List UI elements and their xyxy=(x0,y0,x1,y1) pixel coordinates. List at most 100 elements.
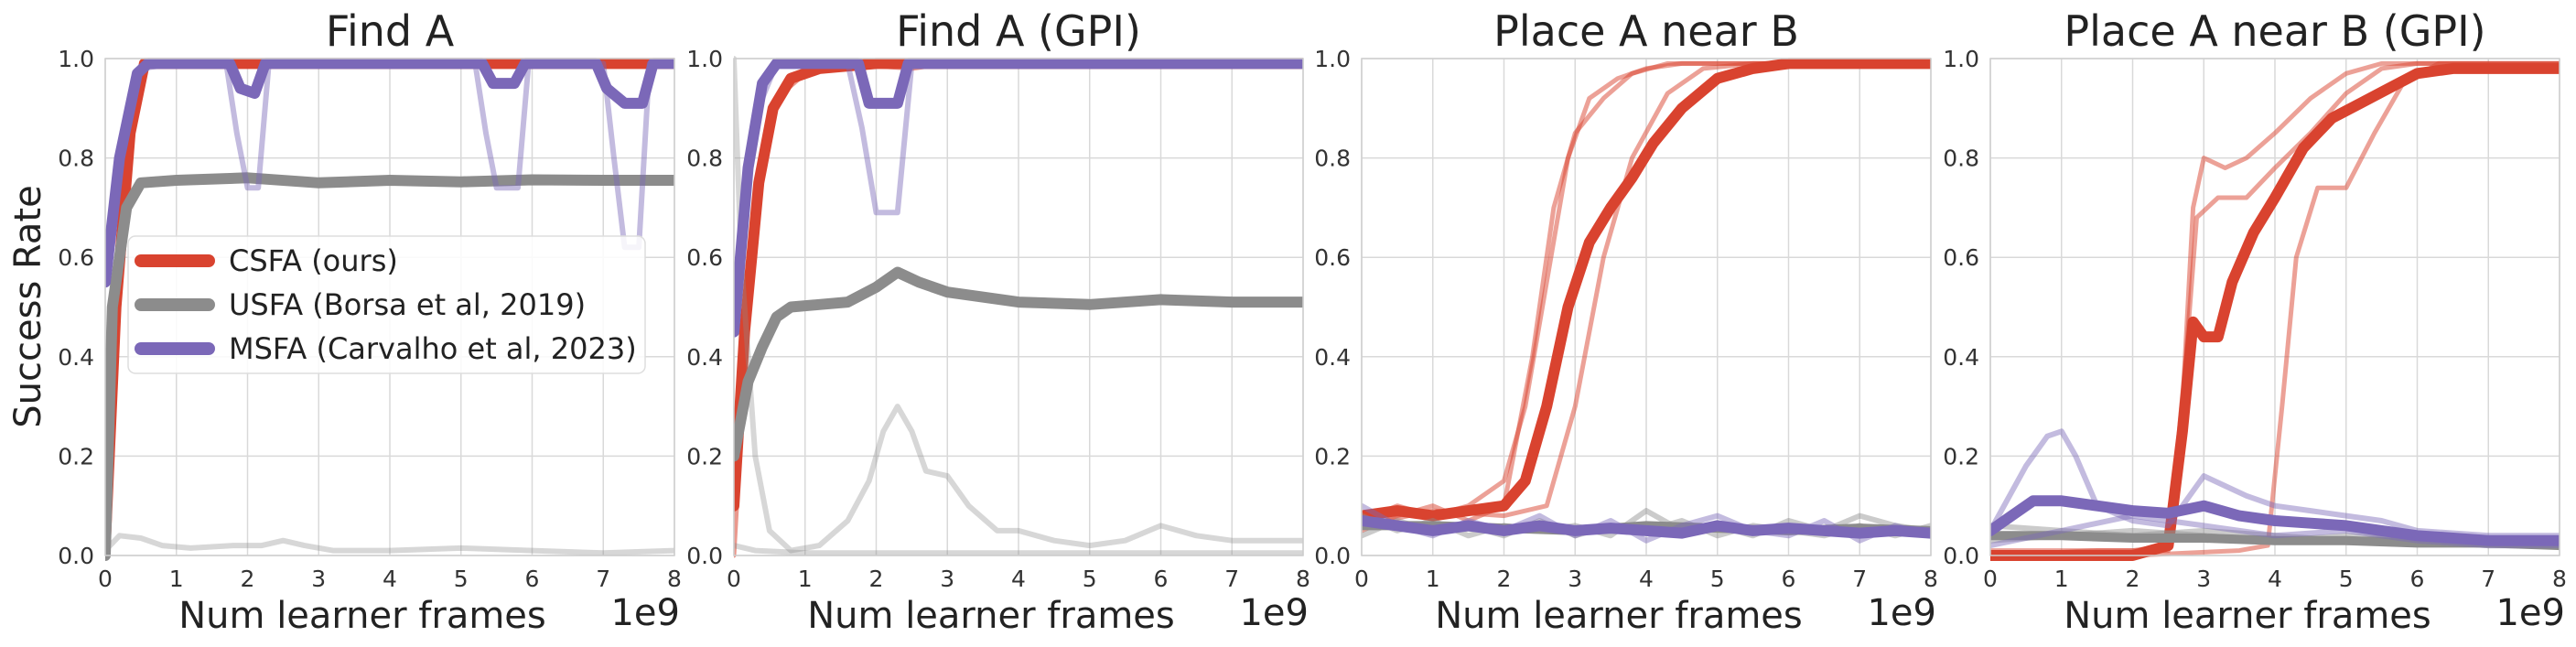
y-tick-label: 1.0 xyxy=(686,46,723,72)
x-tick-label: 5 xyxy=(1083,566,1097,592)
series-line xyxy=(734,58,1303,338)
y-tick-label: 0.2 xyxy=(1943,443,1979,469)
y-tick-label: 0.4 xyxy=(1943,344,1979,371)
plot-frame xyxy=(104,58,675,556)
series-group xyxy=(1990,60,2560,561)
series-line xyxy=(1362,58,1931,522)
series-line xyxy=(1990,62,2560,561)
x-tick-label: 3 xyxy=(1568,566,1582,592)
panel-title: Find A (GPI) xyxy=(896,6,1141,56)
series-line xyxy=(1362,60,1931,534)
series-group xyxy=(105,58,674,561)
series-line xyxy=(734,266,1303,462)
panel-title: Place A near B xyxy=(1493,6,1799,56)
x-tick-label: 5 xyxy=(454,566,469,592)
x-tick-label: 2 xyxy=(869,566,884,592)
x-tick-label: 1 xyxy=(798,566,813,592)
x-tick-label: 0 xyxy=(1983,566,1998,592)
y-tick-label: 0.0 xyxy=(686,543,723,569)
x-tick-label: 6 xyxy=(1154,566,1169,592)
y-tick-label: 1.0 xyxy=(1943,46,1979,72)
plot-frame xyxy=(1361,58,1932,556)
x-tick-label: 4 xyxy=(1639,566,1654,592)
x-tick-label: 0 xyxy=(1354,566,1369,592)
plot-frame xyxy=(733,58,1304,556)
x-tick-label: 4 xyxy=(2268,566,2282,592)
plot-frame xyxy=(1989,58,2560,556)
panel-3: 0 1 2 3 4 5 6 7 8 0.0 0.2 0.4 0.6 0.8 1.0 Place A near … xyxy=(1314,6,1938,637)
y-tick-label: 0.2 xyxy=(1314,443,1351,469)
panel-title: Place A near B (GPI) xyxy=(2064,6,2485,56)
x-tick-label: 2 xyxy=(241,566,255,592)
x-tick-label: 8 xyxy=(1924,566,1938,592)
x-axis-multiplier: 1e9 xyxy=(2495,592,2565,634)
legend-label: CSFA (ours) xyxy=(229,243,398,278)
series-group xyxy=(734,56,1303,558)
x-tick-label: 8 xyxy=(667,566,682,592)
series-line xyxy=(734,58,1303,512)
x-tick-label: 6 xyxy=(2410,566,2425,592)
x-tick-label: 6 xyxy=(1782,566,1796,592)
series-line xyxy=(1990,428,2560,539)
x-tick-label: 7 xyxy=(1852,566,1867,592)
y-tick-label: 0.4 xyxy=(686,344,723,371)
x-axis-multiplier: 1e9 xyxy=(1239,592,1309,634)
y-tick-label: 0.8 xyxy=(686,146,723,172)
series-line xyxy=(1990,495,2560,546)
y-tick-label: 1.0 xyxy=(1314,46,1351,72)
y-axis-label: Success Rate xyxy=(7,185,49,427)
x-axis-label: Num learner frames xyxy=(1435,595,1803,637)
x-tick-label: 8 xyxy=(2552,566,2567,592)
x-tick-label: 1 xyxy=(169,566,184,592)
y-tick-label: 0.0 xyxy=(1314,543,1351,569)
x-tick-label: 3 xyxy=(311,566,326,592)
y-tick-label: 0.6 xyxy=(1943,244,1979,271)
y-tick-label: 0.4 xyxy=(58,344,94,371)
panel-title: Find A xyxy=(326,6,455,56)
x-tick-label: 4 xyxy=(383,566,397,592)
y-tick-label: 0.2 xyxy=(686,443,723,469)
x-tick-label: 5 xyxy=(2339,566,2354,592)
x-tick-label: 0 xyxy=(98,566,113,592)
x-tick-label: 3 xyxy=(2196,566,2211,592)
x-tick-label: 2 xyxy=(1497,566,1512,592)
series-group xyxy=(1362,58,1931,544)
series-line xyxy=(1362,515,1931,539)
y-tick-label: 0.0 xyxy=(1943,543,1979,569)
y-tick-label: 0.8 xyxy=(1314,146,1351,172)
series-line xyxy=(105,172,674,561)
x-tick-label: 6 xyxy=(525,566,540,592)
x-axis-label: Num learner frames xyxy=(807,595,1175,637)
legend: CSFA (ours) USFA (Borsa et al, 2019) MSFA … xyxy=(127,235,646,374)
series-line xyxy=(734,56,1303,554)
x-tick-label: 7 xyxy=(1224,566,1239,592)
y-tick-label: 0.4 xyxy=(1314,344,1351,371)
y-tick-label: 0.8 xyxy=(1943,146,1979,172)
y-tick-label: 0.0 xyxy=(58,543,94,569)
y-tick-label: 0.6 xyxy=(58,244,94,271)
x-tick-label: 8 xyxy=(1296,566,1310,592)
y-tick-label: 1.0 xyxy=(58,46,94,72)
y-tick-label: 0.6 xyxy=(1314,244,1351,271)
x-axis-label: Num learner frames xyxy=(178,595,546,637)
x-tick-label: 1 xyxy=(1426,566,1440,592)
panel-2: 0 1 2 3 4 5 6 7 8 0.0 0.2 0.4 0.6 0.8 1.0 Find A (GPI) N… xyxy=(686,6,1310,637)
y-tick-label: 0.2 xyxy=(58,443,94,469)
x-tick-label: 4 xyxy=(1011,566,1026,592)
x-tick-label: 3 xyxy=(940,566,954,592)
y-tick-label: 0.6 xyxy=(686,244,723,271)
series-line xyxy=(734,543,1303,556)
legend-label: MSFA (Carvalho et al, 2023) xyxy=(229,331,637,366)
legend-box xyxy=(127,235,646,374)
x-axis-multiplier: 1e9 xyxy=(610,592,680,634)
series-line xyxy=(105,533,674,556)
x-tick-label: 0 xyxy=(727,566,741,592)
x-tick-label: 7 xyxy=(596,566,610,592)
x-axis-label: Num learner frames xyxy=(2064,595,2431,637)
legend-label: USFA (Borsa et al, 2019) xyxy=(229,287,586,322)
x-tick-label: 2 xyxy=(2126,566,2140,592)
x-tick-label: 1 xyxy=(2054,566,2069,592)
y-tick-label: 0.8 xyxy=(58,146,94,172)
